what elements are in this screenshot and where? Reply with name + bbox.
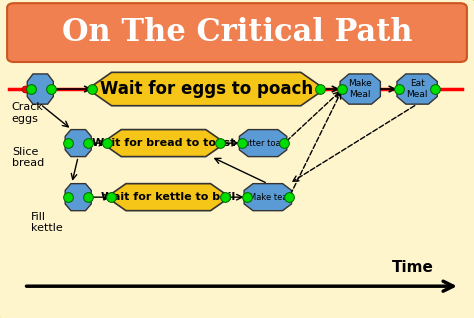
Text: Fill
kettle: Fill kettle bbox=[31, 212, 63, 233]
Text: Time: Time bbox=[392, 260, 433, 275]
Text: Make
Meal: Make Meal bbox=[348, 79, 372, 99]
Polygon shape bbox=[244, 184, 292, 211]
Polygon shape bbox=[340, 74, 380, 104]
Text: Slice
bread: Slice bread bbox=[12, 147, 44, 168]
Text: Wait for kettle to boil: Wait for kettle to boil bbox=[101, 192, 236, 202]
Polygon shape bbox=[65, 129, 91, 156]
Polygon shape bbox=[88, 72, 325, 106]
Polygon shape bbox=[397, 74, 437, 104]
Polygon shape bbox=[65, 184, 91, 211]
Polygon shape bbox=[239, 129, 287, 156]
Text: Wait for eggs to poach: Wait for eggs to poach bbox=[100, 80, 313, 98]
FancyBboxPatch shape bbox=[7, 3, 467, 62]
Polygon shape bbox=[102, 129, 225, 156]
Text: Make tea: Make tea bbox=[248, 193, 287, 202]
Text: On The Critical Path: On The Critical Path bbox=[62, 17, 412, 48]
Text: Crack
eggs: Crack eggs bbox=[12, 102, 44, 124]
Text: Eat
Meal: Eat Meal bbox=[406, 79, 428, 99]
Text: Butter toast: Butter toast bbox=[238, 139, 288, 148]
Polygon shape bbox=[107, 184, 230, 211]
Text: Wait for bread to toast: Wait for bread to toast bbox=[92, 138, 235, 148]
Polygon shape bbox=[27, 74, 54, 104]
